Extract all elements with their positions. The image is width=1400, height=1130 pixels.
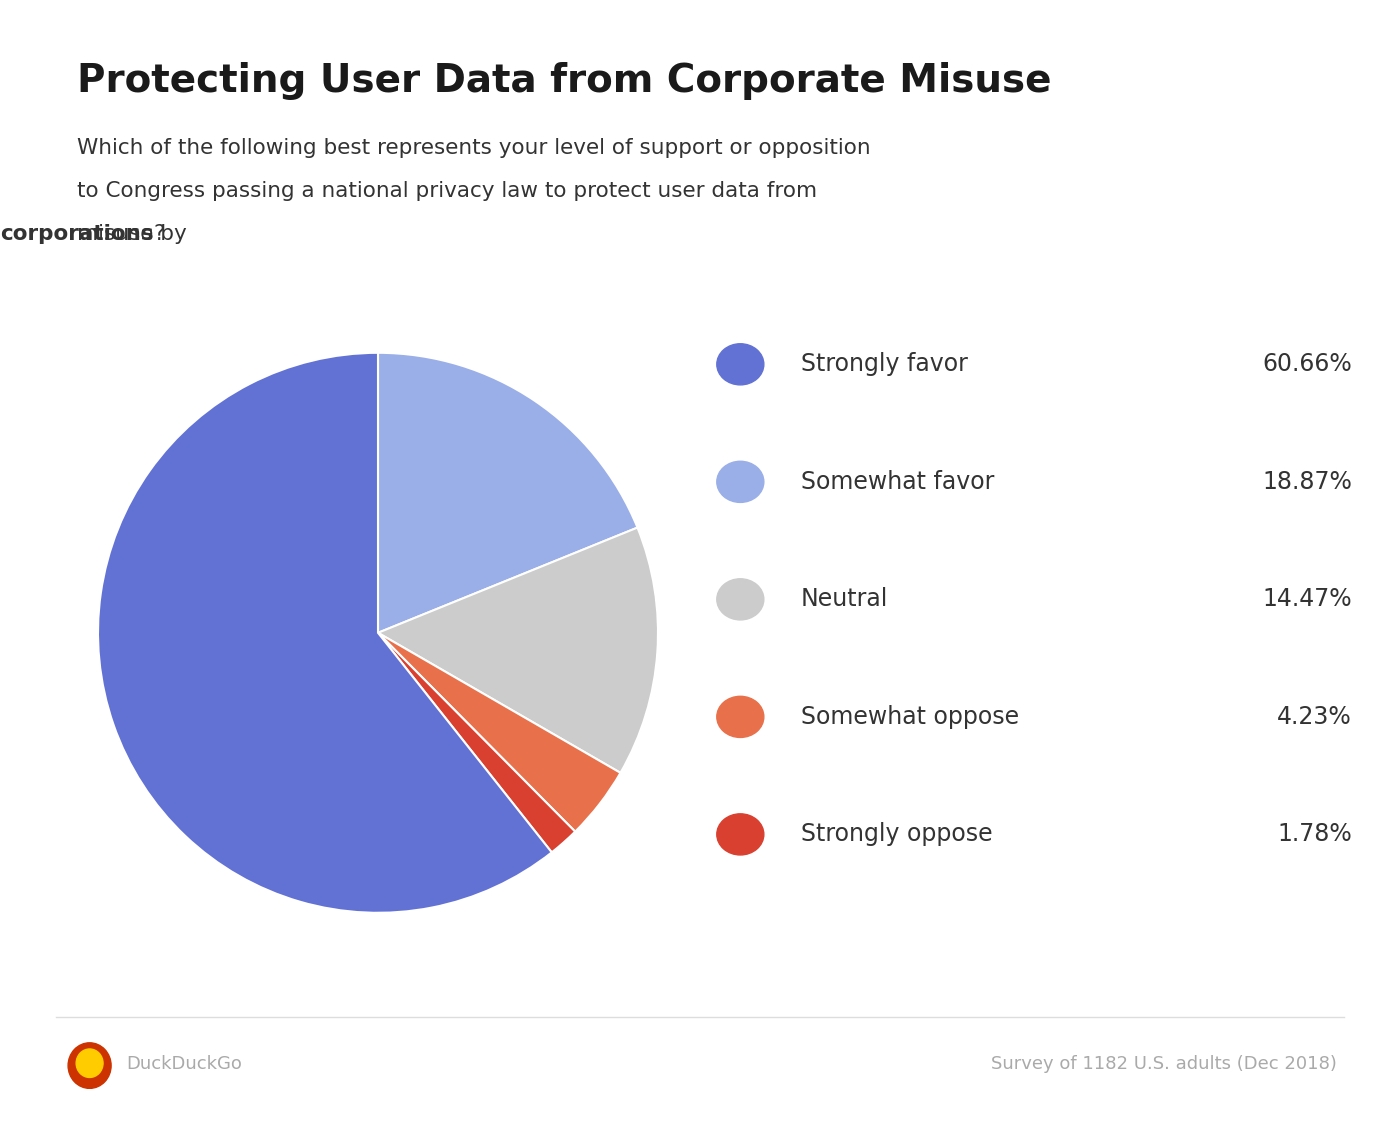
Circle shape [717,344,764,385]
Wedge shape [378,633,620,832]
Text: Protecting User Data from Corporate Misuse: Protecting User Data from Corporate Misu… [77,62,1051,101]
Text: Somewhat favor: Somewhat favor [801,470,994,494]
Wedge shape [98,353,552,913]
Circle shape [76,1049,104,1078]
Circle shape [717,461,764,503]
Text: Somewhat oppose: Somewhat oppose [801,705,1019,729]
Text: 18.87%: 18.87% [1261,470,1352,494]
Circle shape [717,696,764,738]
Text: Survey of 1182 U.S. adults (Dec 2018): Survey of 1182 U.S. adults (Dec 2018) [991,1055,1337,1074]
Text: 60.66%: 60.66% [1261,353,1352,376]
Text: to Congress passing a national privacy law to protect user data from: to Congress passing a national privacy l… [77,181,818,201]
Text: ?: ? [154,224,165,244]
Text: Strongly favor: Strongly favor [801,353,967,376]
Text: 1.78%: 1.78% [1277,823,1352,846]
Circle shape [717,579,764,620]
Text: misuse by: misuse by [77,224,193,244]
Text: Which of the following best represents your level of support or opposition: Which of the following best represents y… [77,138,871,158]
Circle shape [717,814,764,855]
Circle shape [69,1043,111,1088]
Text: corporations: corporations [0,224,154,244]
Wedge shape [378,633,575,852]
Wedge shape [378,528,658,773]
Wedge shape [378,353,637,633]
Text: 4.23%: 4.23% [1277,705,1352,729]
Text: 14.47%: 14.47% [1263,588,1352,611]
Text: Strongly oppose: Strongly oppose [801,823,993,846]
Text: Neutral: Neutral [801,588,888,611]
Text: DuckDuckGo: DuckDuckGo [126,1055,242,1074]
